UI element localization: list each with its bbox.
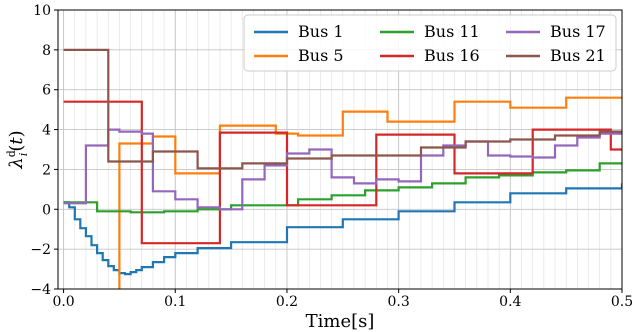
series-line-bus-1 [63, 183, 622, 276]
x-tick-label: 0.3 [388, 294, 410, 310]
legend-label-bus-11: Bus 11 [424, 22, 480, 41]
legend-label-bus-1: Bus 1 [298, 22, 344, 41]
x-tick-label: 0.4 [499, 294, 521, 310]
y-tick-label: 0 [42, 202, 51, 218]
legend-label-bus-5: Bus 5 [298, 46, 344, 65]
x-tick-label: 0.0 [52, 294, 74, 310]
series-line-bus-21 [63, 48, 622, 170]
legend-label-bus-17: Bus 17 [550, 22, 606, 41]
legend: Bus 1 Bus 5 Bus 11 Bus 16 Bus 17 Bus 21 [243, 14, 617, 72]
legend-label-bus-16: Bus 16 [424, 46, 480, 65]
y-tick-label: −4 [30, 282, 51, 298]
plot-frame [57, 9, 623, 290]
series-line-bus-16 [63, 100, 622, 245]
y-axis-title: λdi(t) [5, 130, 30, 169]
y-tick-label: 4 [42, 123, 51, 139]
x-tick-label: 0.1 [164, 294, 186, 310]
x-axis-title: Time[s] [306, 311, 375, 332]
y-tick-label: −2 [30, 242, 51, 258]
series-line-bus-17 [63, 128, 622, 211]
y-axis-title-arg: ( [6, 145, 27, 152]
x-tick-label: 0.5 [611, 294, 633, 310]
y-axis-title-subscript: i [17, 153, 30, 157]
y-tick-label: 8 [42, 43, 51, 59]
y-tick-label: 10 [33, 3, 51, 19]
y-axis-title-superscript: d [5, 150, 18, 157]
y-tick-label: 2 [42, 162, 51, 178]
ticks: 0.0 0.1 0.2 0.3 0.4 0.5 −4 −2 0 2 4 6 8 10 [30, 3, 633, 310]
y-tick-label: 6 [42, 83, 51, 99]
x-tick-label: 0.2 [276, 294, 298, 310]
series-layer [63, 48, 622, 289]
legend-label-bus-21: Bus 21 [550, 46, 606, 65]
